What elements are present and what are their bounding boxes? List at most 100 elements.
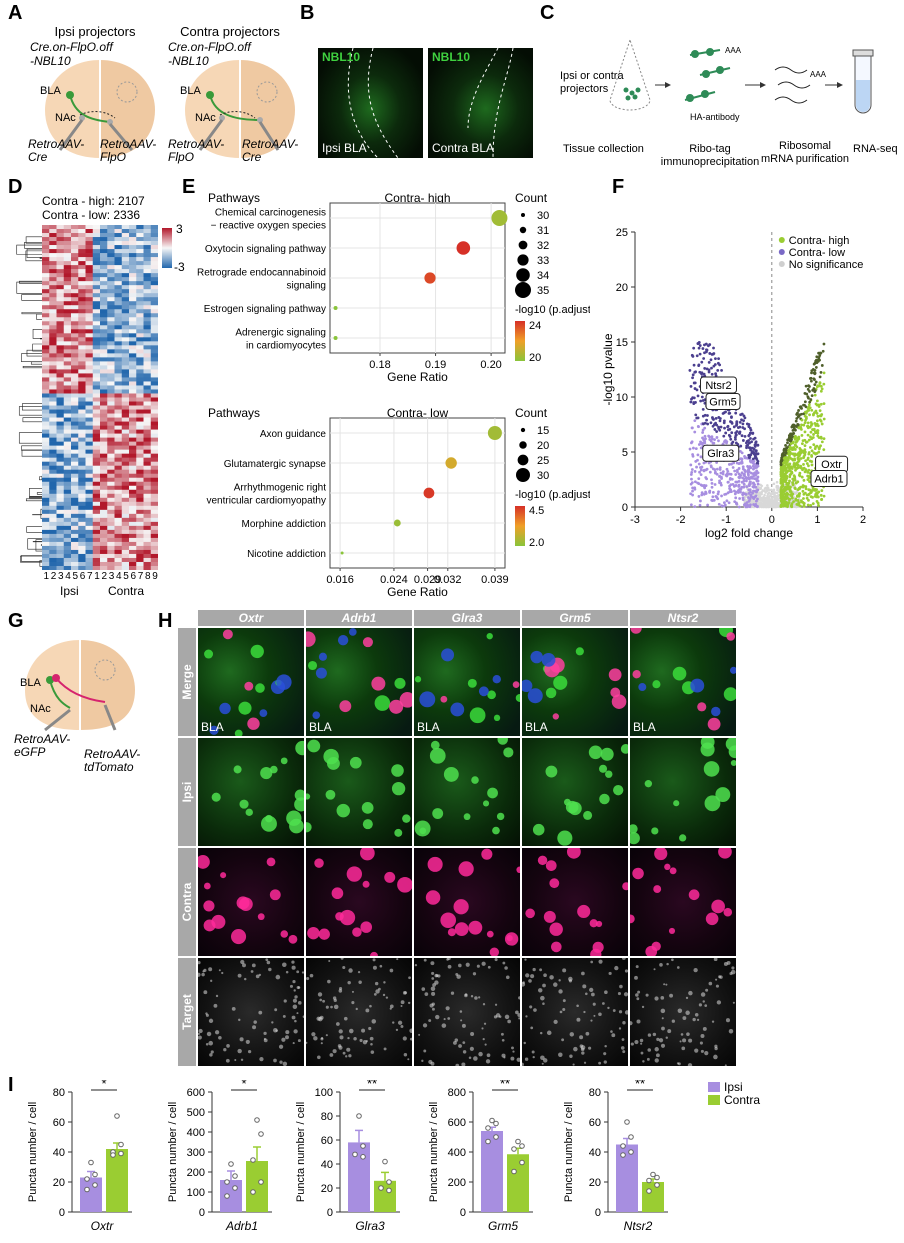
- panel-f-point-low: [755, 499, 758, 503]
- panel-f-point-low: [689, 473, 693, 476]
- heatmap-cell: [49, 529, 57, 535]
- heatmap-cell: [107, 453, 115, 458]
- panel-h-cell: [713, 1054, 718, 1060]
- panel-f-point-low: [739, 444, 743, 448]
- heatmap-cell: [136, 293, 144, 298]
- panel-f-point-high: [813, 383, 817, 386]
- heatmap-cell: [42, 421, 50, 426]
- heatmap-cell: [63, 269, 72, 274]
- panel-h-cell: [553, 675, 568, 690]
- heatmap-cell: [85, 409, 94, 414]
- dendrogram-branch: [39, 257, 42, 259]
- heatmap-cell: [42, 325, 50, 330]
- panel-h-cell: [566, 848, 581, 859]
- panel-f-point-high: [812, 362, 816, 366]
- heatmap-cell: [85, 269, 94, 274]
- panel-f-point-ns: [763, 487, 767, 490]
- panel-h-cell: [345, 1055, 348, 1058]
- heatmap-cell: [114, 269, 123, 274]
- panel-h-cell: [301, 971, 304, 974]
- panel-c-step-4: RNA-seq: [853, 143, 898, 155]
- panel-h-cell: [532, 1055, 535, 1059]
- panel-f-point-high: [779, 503, 783, 507]
- heatmap-cell: [85, 353, 94, 358]
- panel-f-point-high: [782, 451, 786, 454]
- heatmap-cell: [78, 489, 86, 495]
- heatmap-cell: [143, 537, 152, 543]
- heatmap-cell: [114, 525, 123, 531]
- panel-f-point-low: [711, 417, 715, 421]
- heatmap-cell: [136, 497, 144, 503]
- heatmap-cell: [49, 357, 57, 362]
- panel-f-point-high: [786, 441, 789, 445]
- heatmap-cell: [78, 321, 86, 326]
- panel-f-point-low: [743, 416, 747, 420]
- heatmap-cell: [100, 305, 108, 310]
- panel-f-tick-label: -3: [630, 514, 640, 526]
- panel-h-cell: [539, 1031, 543, 1035]
- panel-f-point-high: [809, 377, 812, 380]
- panel-h-cell: [660, 996, 665, 1000]
- heatmap-cell: [136, 465, 144, 471]
- panel-f-point-high: [797, 492, 801, 496]
- panel-d-contra-label: Contra: [108, 584, 145, 598]
- panel-i-tick-label: 0: [327, 1207, 333, 1219]
- panel-h-cell: [407, 1001, 411, 1005]
- heatmap-cell: [42, 441, 50, 446]
- heatmap-cell: [85, 513, 94, 519]
- heatmap-cell: [92, 253, 101, 258]
- heatmap-cell: [92, 237, 101, 242]
- panel-f-point-high: [817, 504, 820, 507]
- heatmap-cell: [92, 541, 101, 547]
- panel-f-point-high: [788, 462, 792, 466]
- heatmap-cell: [85, 481, 94, 487]
- heatmap-cell: [92, 329, 101, 334]
- panel-f-point-low: [695, 354, 699, 358]
- panel-h-cell: [198, 972, 201, 977]
- panel-h-cell: [328, 960, 331, 963]
- panel-f-point-low: [718, 479, 721, 483]
- panel-h-cell: [474, 996, 478, 1000]
- heatmap-cell: [78, 417, 86, 422]
- panel-h-cell: [525, 973, 530, 978]
- panel-h-cell: [291, 960, 295, 964]
- panel-h-cell: [292, 1004, 298, 1010]
- heatmap-cell: [150, 289, 158, 294]
- panel-h-cell: [286, 810, 302, 826]
- panel-f-point-high: [819, 389, 823, 393]
- panel-f-point-ns: [772, 500, 775, 503]
- heatmap-cell: [78, 481, 86, 487]
- panel-h-cell: [728, 1029, 734, 1034]
- panel-h-cell: [561, 1038, 565, 1042]
- heatmap-cell: [78, 237, 86, 242]
- heatmap-cell: [92, 397, 101, 402]
- heatmap-cell: [78, 449, 86, 454]
- panel-e-color-tick: 4.5: [529, 505, 544, 517]
- panel-f-point-high: [794, 424, 798, 428]
- dendrogram-branch: [20, 555, 42, 563]
- panel-i-tick-label: 80: [53, 1087, 65, 1099]
- panel-h-cell: [661, 1017, 664, 1020]
- panel-i-tick-label: 600: [448, 1117, 466, 1129]
- panel-f-point-high: [822, 417, 826, 421]
- panel-h-cell: [558, 989, 563, 994]
- heatmap-cell: [150, 333, 158, 338]
- heatmap-cell: [78, 525, 86, 531]
- heatmap-cell: [42, 425, 50, 430]
- heatmap-cell: [121, 353, 130, 358]
- panel-h-cell: [371, 676, 386, 691]
- panel-h-cell: [685, 1010, 690, 1016]
- heatmap-cell: [85, 565, 94, 570]
- panel-h-cell: [407, 1058, 410, 1061]
- heatmap-cell: [129, 365, 137, 370]
- panel-f-point-ns: [759, 487, 762, 491]
- heatmap-cell: [150, 361, 158, 366]
- heatmap-cell: [92, 225, 101, 230]
- heatmap-cell: [71, 233, 79, 238]
- panel-e-category-label: in cardiomyocytes: [246, 341, 326, 352]
- panel-h-cell: [692, 1017, 696, 1022]
- heatmap-cell: [143, 545, 152, 551]
- heatmap-cell: [63, 449, 72, 454]
- panel-f-point-high: [810, 449, 814, 453]
